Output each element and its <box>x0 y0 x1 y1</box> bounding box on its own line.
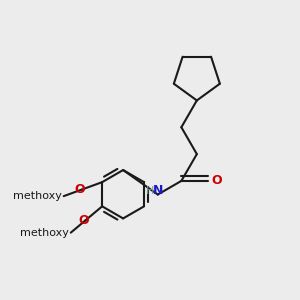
Text: O: O <box>78 214 89 227</box>
Text: N: N <box>153 184 163 197</box>
Text: O: O <box>212 173 222 187</box>
Text: methoxy: methoxy <box>13 191 62 201</box>
Text: H: H <box>146 186 154 196</box>
Text: methoxy: methoxy <box>20 228 69 238</box>
Text: O: O <box>75 183 85 196</box>
